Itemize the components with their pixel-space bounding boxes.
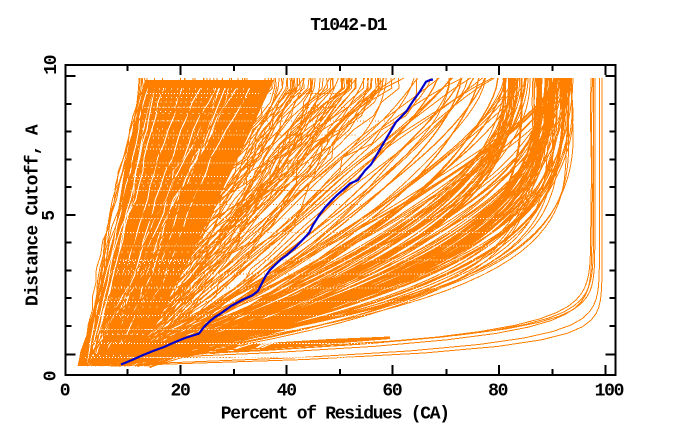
svg-text:T1042-D1: T1042-D1 <box>310 16 388 36</box>
svg-text:Distance Cutoff, A: Distance Cutoff, A <box>24 124 44 306</box>
svg-text:5: 5 <box>40 211 60 221</box>
svg-text:0: 0 <box>60 382 70 402</box>
svg-text:100: 100 <box>595 382 624 402</box>
svg-text:20: 20 <box>170 382 190 402</box>
svg-text:60: 60 <box>382 382 402 402</box>
svg-text:Percent of Residues (CA): Percent of Residues (CA) <box>221 405 449 425</box>
svg-text:10: 10 <box>42 55 62 75</box>
svg-text:40: 40 <box>277 382 297 402</box>
svg-text:80: 80 <box>488 382 508 402</box>
svg-text:0: 0 <box>41 371 61 381</box>
